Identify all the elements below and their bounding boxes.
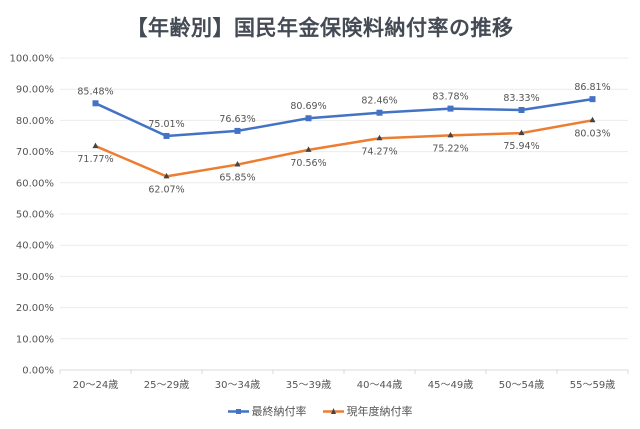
- data-point-marker: [447, 131, 454, 138]
- data-label: 75.22%: [432, 143, 468, 154]
- data-point-marker: [163, 172, 170, 179]
- x-tick-label: 30〜34歳: [215, 379, 260, 391]
- data-point-marker: [92, 142, 99, 149]
- data-label: 83.78%: [432, 92, 468, 103]
- data-label: 70.56%: [290, 158, 326, 169]
- data-label: 82.46%: [361, 96, 397, 107]
- x-tick-label: 20〜24歳: [73, 379, 118, 391]
- data-point-marker: [447, 105, 454, 112]
- y-tick-label: 0.00%: [22, 366, 54, 377]
- data-point-marker: [305, 146, 312, 152]
- legend-item: 最終納付率: [227, 403, 307, 419]
- data-label: 83.33%: [503, 93, 539, 104]
- series-line-2: [95, 119, 593, 178]
- data-label: 80.03%: [574, 128, 610, 139]
- data-label: 65.85%: [219, 173, 255, 184]
- data-label: 80.69%: [290, 101, 326, 112]
- legend-item: 現年度納付率: [322, 403, 413, 419]
- y-tick-label: 40.00%: [16, 241, 54, 252]
- data-point-marker: [589, 116, 596, 123]
- y-tick-label: 70.00%: [16, 147, 54, 158]
- data-point-marker: [92, 100, 99, 107]
- legend-label: 最終納付率: [251, 405, 307, 418]
- data-label: 76.63%: [219, 114, 255, 125]
- x-tick-label: 50〜54歳: [499, 379, 544, 391]
- y-tick-label: 90.00%: [16, 85, 54, 96]
- data-label: 75.01%: [148, 119, 184, 130]
- data-label: 75.94%: [503, 141, 539, 152]
- data-point-marker: [305, 115, 312, 122]
- data-point-marker: [163, 132, 170, 139]
- data-point-marker: [518, 107, 525, 114]
- legend: 最終納付率 現年度納付率: [0, 403, 640, 419]
- x-tick-label: 25〜29歳: [144, 379, 189, 391]
- data-point-marker: [376, 134, 383, 141]
- x-tick-label: 45〜49歳: [428, 379, 473, 391]
- x-tick-label: 35〜39歳: [286, 379, 331, 391]
- y-tick-label: 100.00%: [10, 54, 55, 65]
- y-tick-label: 20.00%: [16, 303, 54, 314]
- data-point-marker: [518, 129, 525, 136]
- x-tick-label: 55〜59歳: [570, 379, 615, 391]
- y-tick-label: 80.00%: [16, 116, 54, 127]
- data-label: 74.27%: [361, 146, 397, 157]
- data-label: 71.77%: [77, 154, 113, 165]
- y-tick-label: 60.00%: [16, 178, 54, 189]
- y-tick-label: 30.00%: [16, 272, 54, 283]
- y-tick-label: 50.00%: [16, 210, 54, 221]
- legend-marker-icon: [322, 407, 344, 414]
- data-point-marker: [376, 109, 383, 116]
- legend-label: 現年度納付率: [346, 405, 413, 418]
- data-label: 86.81%: [574, 82, 610, 93]
- data-point-marker: [234, 161, 241, 167]
- series-line-1: [94, 97, 593, 138]
- chart-title: 【年齢別】国民年金保険料納付率の推移: [126, 16, 514, 40]
- data-label: 85.48%: [77, 86, 113, 97]
- data-point-marker: [234, 127, 241, 134]
- y-tick-label: 10.00%: [16, 334, 54, 345]
- data-point-marker: [589, 96, 596, 103]
- legend-marker-icon: [227, 408, 249, 414]
- data-label: 62.07%: [148, 184, 184, 195]
- x-tick-label: 40〜44歳: [357, 379, 402, 391]
